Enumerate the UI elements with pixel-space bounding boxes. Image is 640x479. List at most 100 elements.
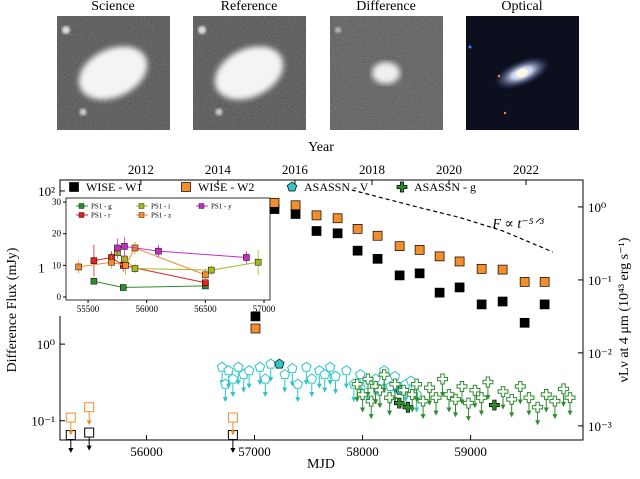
- legend-label: WISE - W2: [198, 180, 254, 194]
- upper-limit-arrow: [552, 414, 558, 420]
- upper-limit-point: [564, 392, 576, 404]
- upper-limit-arrow: [86, 420, 92, 426]
- upper-limit-arrow: [543, 407, 549, 413]
- data-point: [372, 230, 383, 241]
- inset-frame: [65, 197, 271, 301]
- difference-image: [330, 16, 443, 130]
- upper-limit-point: [406, 388, 418, 400]
- legend-marker: [181, 182, 191, 192]
- upper-limit-arrow: [377, 403, 383, 409]
- x-tick-label: 57000: [238, 444, 271, 459]
- fit-label: F ∝ t⁻⁵ᐟ³: [491, 217, 544, 232]
- upper-limit-arrow: [295, 397, 301, 403]
- upper-limit-arrow: [465, 416, 471, 422]
- inset-legend-label: PS1 - r: [91, 212, 111, 220]
- upper-limit-point: [287, 362, 298, 374]
- data-point: [434, 251, 445, 262]
- upper-limit-point: [330, 370, 341, 381]
- upper-limit-arrow: [262, 392, 268, 398]
- legend-marker: [69, 182, 79, 192]
- upper-limit-arrow: [309, 392, 315, 398]
- data-point: [476, 264, 487, 274]
- upper-limit-arrow: [452, 412, 458, 418]
- inset-x-tick-label: 57000: [253, 304, 276, 314]
- upper-limit-arrow: [409, 407, 415, 413]
- upper-limit-point: [292, 378, 304, 389]
- upper-limit-arrow: [433, 410, 439, 416]
- optical-image: [466, 16, 579, 130]
- inset-point: [121, 255, 128, 263]
- inset-legend-marker: [78, 212, 85, 218]
- inset-line: [117, 245, 247, 258]
- upper-limit-point: [357, 388, 369, 400]
- inset-point: [207, 266, 215, 274]
- legend-label: ASASSN - V: [304, 180, 369, 194]
- inset-legend-marker: [198, 203, 205, 209]
- y-tick-label: 10²: [38, 184, 55, 199]
- inset-point: [131, 265, 139, 272]
- inset-point: [114, 244, 121, 252]
- inset-point: [75, 263, 82, 271]
- data-point: [539, 277, 550, 287]
- upper-limit-arrow: [68, 448, 74, 454]
- upper-limit-arrow: [485, 395, 491, 401]
- upper-limit-arrow: [387, 410, 393, 416]
- data-point: [402, 401, 414, 413]
- upper-limit-point: [324, 361, 336, 372]
- upper-limit-point: [417, 395, 429, 407]
- upper-limit-point: [398, 384, 410, 396]
- inset-point: [90, 257, 98, 264]
- data-point: [250, 311, 261, 322]
- data-point: [372, 253, 383, 264]
- upper-limit-arrow: [86, 445, 92, 451]
- legend-label: WISE - W1: [86, 180, 142, 194]
- upper-limit-arrow: [230, 430, 236, 436]
- upper-limit-point: [374, 384, 386, 396]
- upper-limit-point: [65, 412, 76, 423]
- upper-limit-point: [424, 382, 436, 394]
- inset-legend-marker: [78, 203, 85, 209]
- legend-label: ASASSN - g: [414, 180, 476, 194]
- fit-line: [351, 189, 553, 253]
- inset-x-tick-label: 56500: [194, 304, 217, 314]
- inset-point: [108, 258, 115, 266]
- upper-limit-point: [362, 373, 374, 385]
- inset-legend-label: PS1 - y: [211, 203, 232, 211]
- upper-limit-arrow: [373, 399, 379, 405]
- inset-legend-marker: [138, 212, 145, 218]
- y2-tick-label: 10⁻²: [588, 346, 612, 361]
- upper-limit-arrow: [414, 397, 420, 403]
- upper-limit-arrow: [365, 392, 371, 398]
- upper-limit-point: [355, 368, 366, 380]
- upper-limit-point: [469, 384, 481, 396]
- inset-line: [93, 256, 206, 284]
- data-point: [290, 200, 301, 211]
- x-tick-label: 59000: [454, 444, 487, 459]
- upper-limit-point: [378, 369, 390, 381]
- inset-x-tick-label: 55500: [77, 304, 100, 314]
- upper-limit-point: [523, 392, 535, 404]
- upper-limit-point: [227, 412, 238, 423]
- inset-point: [121, 243, 128, 250]
- upper-limit-point: [279, 368, 291, 380]
- upper-limit-arrow: [526, 410, 532, 416]
- y-tick-label: 10⁻¹: [31, 414, 55, 429]
- science-image: [57, 16, 170, 130]
- upper-limit-arrow: [322, 387, 328, 393]
- upper-limit-arrow: [268, 377, 274, 383]
- data-point: [352, 245, 363, 256]
- data-point: [394, 241, 405, 252]
- upper-limit-arrow: [472, 403, 478, 409]
- upper-limit-point: [243, 365, 255, 376]
- upper-limit-arrow: [360, 407, 366, 413]
- inset-legend-label: PS1 - z: [151, 212, 171, 220]
- upper-limit-arrow: [282, 387, 288, 393]
- upper-limit-point: [540, 388, 552, 400]
- upper-limit-point: [411, 378, 423, 390]
- upper-limit-point: [449, 393, 461, 405]
- data-point: [434, 287, 445, 298]
- panel-title: Reference: [221, 0, 278, 14]
- upper-limit-arrow: [246, 383, 252, 389]
- upper-limit-arrow: [403, 397, 409, 403]
